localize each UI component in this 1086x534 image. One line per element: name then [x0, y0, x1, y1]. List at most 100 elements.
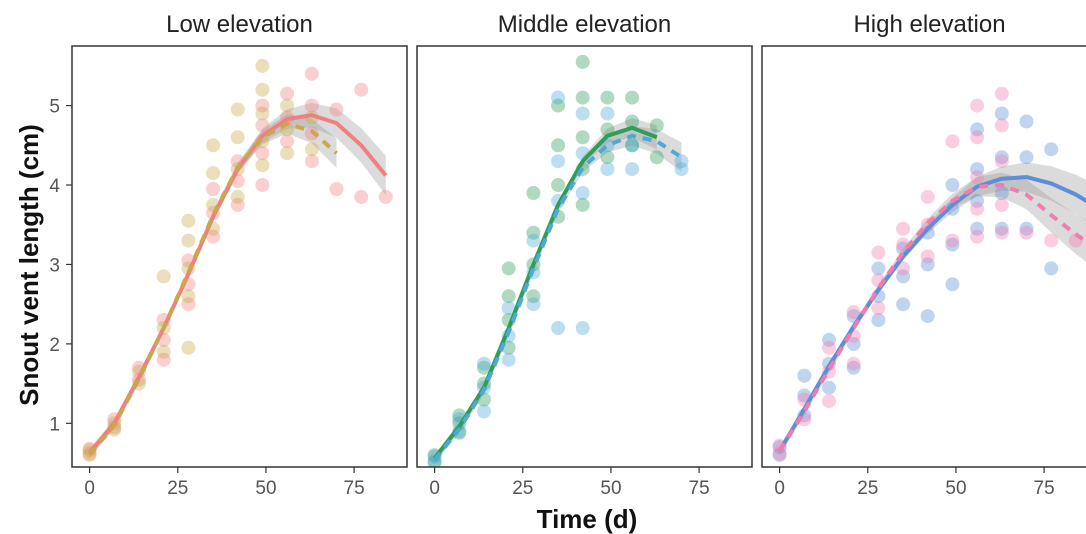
- plot-area: [82, 58, 393, 463]
- fit-line-1: [433, 125, 658, 460]
- data-point: [871, 301, 886, 316]
- y-axis-title: Snout vent length (cm): [14, 124, 44, 406]
- x-tick-label: 50: [600, 478, 621, 499]
- data-point: [945, 233, 960, 248]
- data-point: [230, 189, 245, 204]
- data-point: [920, 225, 935, 240]
- data-point: [871, 313, 886, 327]
- y-tick-label: 3: [49, 255, 60, 276]
- data-point: [970, 229, 985, 244]
- y-tick-label: 2: [49, 335, 60, 356]
- data-point: [1044, 261, 1059, 276]
- data-point: [822, 340, 836, 355]
- data-point: [551, 98, 566, 113]
- data-point: [354, 189, 369, 204]
- data-point: [427, 456, 442, 467]
- data-point: [551, 138, 566, 153]
- data-point: [945, 178, 960, 192]
- data-point: [945, 277, 960, 292]
- data-point: [1019, 150, 1034, 165]
- data-point: [378, 189, 393, 204]
- data-point: [994, 106, 1009, 121]
- data-point: [625, 138, 640, 153]
- data-point: [206, 138, 221, 153]
- data-point: [181, 213, 196, 228]
- data-point: [896, 297, 911, 312]
- data-point: [551, 90, 566, 105]
- data-point: [994, 150, 1009, 165]
- data-point: [970, 130, 985, 145]
- data-point: [1019, 225, 1034, 240]
- data-point: [575, 130, 590, 145]
- data-point: [304, 154, 319, 169]
- data-point: [526, 297, 541, 312]
- data-point: [156, 352, 171, 367]
- data-point: [970, 162, 985, 177]
- data-point: [600, 90, 615, 105]
- data-point: [575, 197, 590, 212]
- data-point: [822, 332, 836, 347]
- data-point: [206, 182, 221, 196]
- y-tick-label: 1: [49, 414, 60, 435]
- data-point: [575, 321, 590, 335]
- data-point: [477, 360, 491, 375]
- x-tick-label: 25: [857, 478, 878, 499]
- data-point: [156, 344, 171, 359]
- data-point: [970, 221, 985, 236]
- data-point: [600, 162, 615, 177]
- data-point: [156, 269, 171, 284]
- data-point: [255, 146, 270, 161]
- x-tick-label: 25: [512, 478, 533, 499]
- panel-border: [761, 45, 1086, 468]
- data-point: [871, 245, 886, 260]
- data-point: [600, 150, 615, 165]
- data-point: [649, 150, 664, 165]
- data-point: [477, 404, 491, 419]
- panel-border: [71, 45, 408, 468]
- data-point: [280, 98, 295, 113]
- data-point: [230, 197, 245, 212]
- data-point: [896, 237, 911, 252]
- data-point: [970, 98, 985, 113]
- panel-border: [416, 45, 753, 468]
- data-point: [551, 321, 566, 335]
- data-point: [329, 182, 344, 196]
- x-tick-label: 25: [167, 478, 188, 499]
- data-point: [230, 130, 245, 145]
- data-point: [994, 118, 1009, 133]
- x-tick-label: 75: [1034, 478, 1055, 499]
- x-tick-label: 0: [774, 478, 785, 499]
- data-point: [797, 368, 812, 383]
- data-point: [846, 305, 861, 320]
- data-point: [1044, 233, 1059, 248]
- data-point: [1019, 221, 1034, 236]
- data-point: [920, 249, 935, 264]
- data-point: [920, 257, 935, 272]
- data-point: [575, 186, 590, 200]
- data-point: [304, 98, 319, 113]
- data-point: [255, 158, 270, 173]
- panel-3: High elevation 0 25 50 75: [761, 11, 1086, 499]
- data-point: [304, 142, 319, 157]
- data-point: [970, 193, 985, 208]
- data-point: [896, 221, 911, 236]
- data-point: [896, 261, 911, 276]
- data-point: [822, 380, 836, 395]
- data-point: [822, 394, 836, 409]
- plot-area: [427, 54, 689, 467]
- data-point: [846, 360, 861, 375]
- data-point: [501, 301, 516, 316]
- panel-title: Middle elevation: [498, 11, 671, 38]
- data-point: [501, 352, 516, 367]
- data-point: [970, 122, 985, 137]
- data-point: [945, 134, 960, 149]
- data-point: [526, 233, 541, 248]
- data-point: [1044, 142, 1059, 157]
- plot-area: [772, 86, 1086, 463]
- data-point: [846, 356, 861, 371]
- data-point: [846, 336, 861, 351]
- data-point: [230, 102, 245, 117]
- data-point: [994, 86, 1009, 101]
